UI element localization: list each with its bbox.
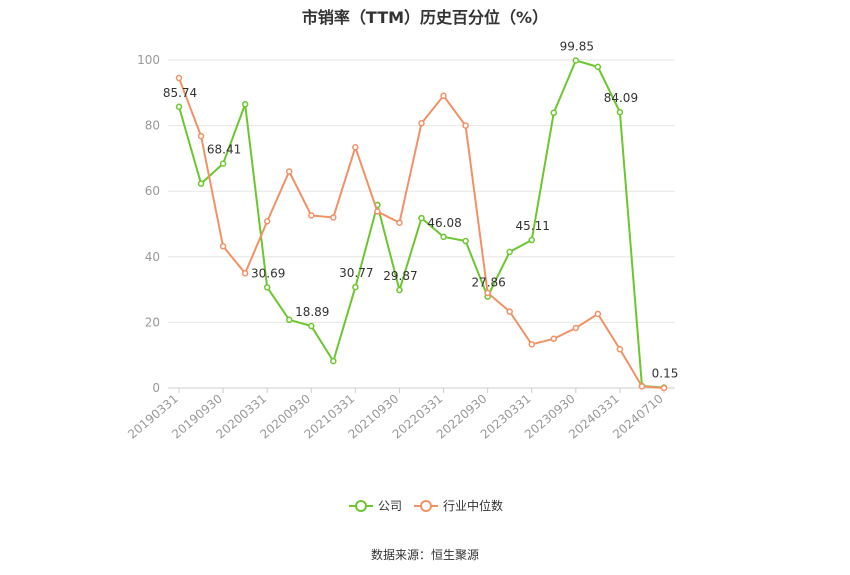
data-label: 0.15 <box>652 367 679 381</box>
data-point[interactable] <box>594 63 602 71</box>
y-tick-label: 100 <box>137 53 160 67</box>
data-label: 99.85 <box>560 39 594 53</box>
data-label: 46.08 <box>427 216 461 230</box>
legend-marker-1 <box>420 500 432 512</box>
data-point[interactable] <box>550 109 558 117</box>
data-point[interactable] <box>440 92 447 100</box>
y-tick-label: 60 <box>145 184 160 198</box>
data-point[interactable] <box>197 132 205 140</box>
data-point[interactable] <box>572 324 580 332</box>
data-point[interactable] <box>462 237 469 245</box>
data-point[interactable] <box>396 219 403 226</box>
data-point[interactable] <box>263 218 271 225</box>
data-point[interactable] <box>308 322 315 330</box>
data-point[interactable] <box>550 335 558 343</box>
data-point[interactable] <box>528 236 535 244</box>
data-label: 29.87 <box>383 269 417 283</box>
data-label: 18.89 <box>295 305 329 319</box>
data-point[interactable] <box>197 180 205 187</box>
data-label: 84.09 <box>604 91 638 105</box>
data-point[interactable] <box>241 269 249 277</box>
data-point[interactable] <box>175 74 183 82</box>
data-point[interactable] <box>506 308 513 315</box>
data-point[interactable] <box>660 384 668 392</box>
data-point[interactable] <box>396 286 403 294</box>
data-point[interactable] <box>330 214 337 221</box>
data-label: 30.69 <box>251 266 285 280</box>
legend-marker-0 <box>355 500 367 512</box>
data-label: 68.41 <box>207 143 241 157</box>
chart-title: 市销率（TTM）历史百分位（%） <box>301 8 549 27</box>
data-point[interactable] <box>263 284 271 291</box>
data-point[interactable] <box>440 233 447 241</box>
legend-label[interactable]: 行业中位数 <box>443 498 503 513</box>
data-point[interactable] <box>219 243 227 250</box>
data-point[interactable] <box>285 316 293 324</box>
y-tick-label: 40 <box>145 250 160 264</box>
data-label: 85.74 <box>163 86 197 100</box>
data-point[interactable] <box>330 357 337 365</box>
data-label: 45.11 <box>516 219 550 233</box>
data-point[interactable] <box>285 168 293 175</box>
series-line-0 <box>178 59 665 389</box>
data-point[interactable] <box>418 120 425 127</box>
chart-source: 数据来源：恒生聚源 <box>370 548 479 562</box>
data-point[interactable] <box>219 160 227 167</box>
y-tick-label: 80 <box>145 119 160 133</box>
data-point[interactable] <box>506 248 513 256</box>
data-point[interactable] <box>484 289 491 297</box>
y-tick-label: 20 <box>145 315 160 329</box>
data-point[interactable] <box>374 208 381 215</box>
data-point[interactable] <box>308 212 315 219</box>
data-point[interactable] <box>241 101 249 108</box>
data-label: 30.77 <box>339 266 373 280</box>
data-label: 27.86 <box>471 276 505 290</box>
data-point[interactable] <box>594 310 602 318</box>
data-point[interactable] <box>462 122 469 129</box>
data-point[interactable] <box>638 383 646 390</box>
data-point[interactable] <box>352 283 359 291</box>
legend-label[interactable]: 公司 <box>378 499 402 513</box>
data-point[interactable] <box>528 341 535 348</box>
data-point[interactable] <box>418 214 425 222</box>
data-point[interactable] <box>616 346 624 353</box>
data-point[interactable] <box>175 103 183 111</box>
data-point[interactable] <box>572 57 580 64</box>
y-tick-label: 0 <box>152 381 160 395</box>
data-point[interactable] <box>352 143 359 151</box>
data-point[interactable] <box>616 108 624 116</box>
